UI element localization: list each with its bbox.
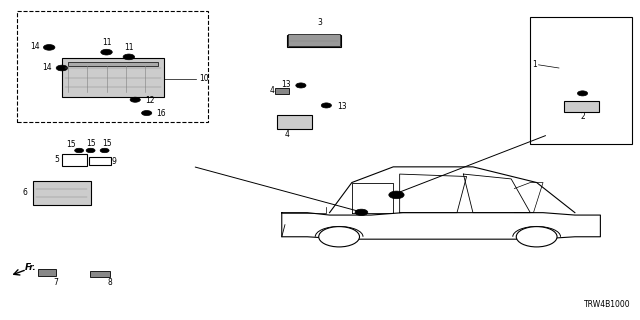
Text: 4: 4 [269, 86, 274, 95]
Text: 5: 5 [54, 155, 59, 164]
Text: 16: 16 [156, 109, 166, 118]
Text: 15: 15 [86, 139, 95, 148]
Circle shape [44, 44, 55, 50]
Bar [531, 17, 632, 144]
Text: 6: 6 [22, 188, 27, 197]
Circle shape [577, 91, 588, 96]
Bar [564, 100, 599, 112]
Circle shape [321, 103, 332, 108]
Circle shape [130, 97, 140, 102]
Text: 14: 14 [42, 62, 52, 72]
Bar [38, 269, 56, 276]
Text: 11: 11 [124, 43, 134, 52]
Circle shape [75, 148, 84, 153]
Text: 3: 3 [317, 18, 323, 27]
Bar [89, 157, 111, 164]
Text: 10: 10 [199, 74, 209, 83]
Circle shape [516, 227, 557, 247]
Text: 7: 7 [53, 278, 58, 287]
Circle shape [389, 191, 404, 199]
Bar [62, 155, 88, 165]
Circle shape [86, 148, 95, 153]
Bar [62, 59, 164, 97]
Circle shape [319, 227, 360, 247]
Bar [275, 88, 289, 94]
Bar [68, 62, 157, 67]
Circle shape [355, 209, 368, 215]
Circle shape [141, 110, 152, 116]
Text: 12: 12 [145, 96, 154, 105]
Text: 15: 15 [67, 140, 76, 149]
Text: 14: 14 [30, 42, 40, 51]
Text: 8: 8 [108, 278, 112, 287]
Text: TRW4B1000: TRW4B1000 [584, 300, 631, 309]
Bar [277, 115, 312, 129]
Text: 13: 13 [337, 102, 347, 111]
Text: 9: 9 [111, 157, 116, 166]
Bar [17, 11, 209, 122]
Text: Fr.: Fr. [25, 263, 36, 272]
Text: 15: 15 [102, 139, 111, 148]
Bar [90, 271, 110, 277]
Circle shape [100, 49, 112, 55]
Circle shape [296, 83, 306, 88]
Text: 1: 1 [532, 60, 537, 69]
Text: 2: 2 [580, 112, 585, 121]
Text: 11: 11 [102, 38, 111, 47]
Text: 13: 13 [282, 80, 291, 89]
Bar [288, 34, 340, 46]
Circle shape [123, 54, 134, 60]
Text: 4: 4 [284, 130, 289, 139]
Bar [33, 181, 91, 205]
Circle shape [56, 65, 68, 71]
Bar [287, 35, 340, 47]
Circle shape [100, 148, 109, 153]
